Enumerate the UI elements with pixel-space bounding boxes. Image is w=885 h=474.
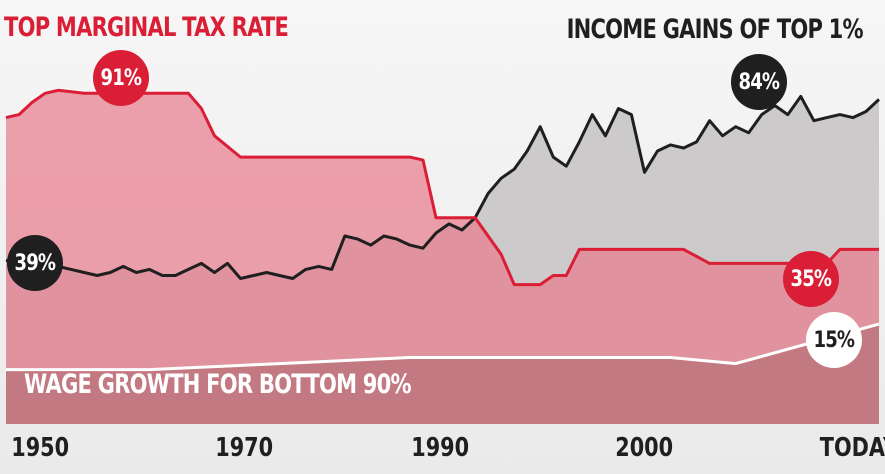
tax-rate-area	[6, 90, 879, 425]
x-tick-2000: 2000	[615, 433, 674, 463]
wage-growth-line	[6, 322, 880, 372]
x-tick-1970: 1970	[215, 433, 274, 463]
series-layer	[5, 88, 881, 425]
x-tick-1990: 1990	[411, 433, 470, 463]
wage-growth-area	[6, 324, 879, 424]
tax-peak-badge: 91%	[93, 50, 149, 106]
x-tick-1950: 1950	[11, 433, 70, 463]
tax-rate-title: TOP MARGINAL TAX RATE	[4, 12, 289, 43]
income-gains-line	[5, 94, 881, 280]
wage-end-badge: 15%	[806, 312, 862, 368]
tax-end-badge: 35%	[783, 251, 839, 307]
x-tick-today: TODAY	[819, 433, 885, 463]
wage-growth-label: WAGE GROWTH FOR BOTTOM 90%	[24, 369, 412, 400]
income-start-badge: 39%	[7, 235, 63, 291]
income-peak-badge: 84%	[731, 54, 787, 110]
income-gains-title: INCOME GAINS OF TOP 1%	[566, 14, 864, 45]
